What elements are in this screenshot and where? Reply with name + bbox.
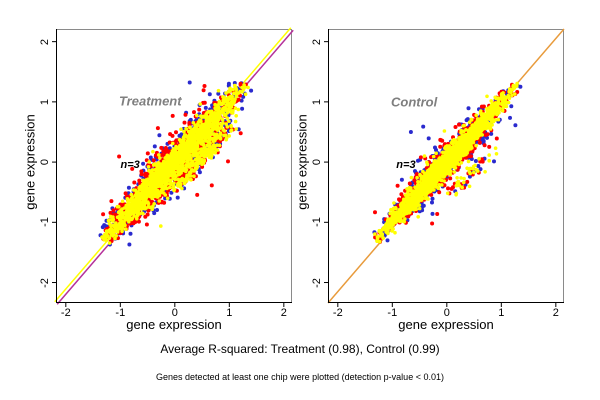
axes [52,29,292,307]
axes [324,29,564,307]
control-plot-area [324,28,565,307]
x-tick-label: 1 [498,307,505,319]
treatment-y-axis-label: gene expression [22,114,38,210]
x-tick-label: -2 [60,307,71,319]
y-tick-label: -1 [311,217,323,228]
x-tick-label: -2 [332,307,343,319]
treatment-x-axis-label: gene expression [126,317,222,332]
scatter-points-replicate-yellow [373,81,519,244]
x-tick-label: 2 [552,307,559,319]
control-n-annotation: n=3 [396,159,416,172]
y-tick-label: -2 [39,277,51,288]
y-tick-label: 2 [39,38,51,45]
x-tick-label: 0 [171,307,178,319]
treatment-n-annotation: n=3 [120,159,140,172]
r-squared-summary-text: Average R-squared: Treatment (0.98), Con… [160,342,440,356]
control-x-axis-label: gene expression [398,317,494,332]
x-tick-label: 0 [443,307,450,319]
x-tick-label: 1 [226,307,233,319]
y-tick-label: 2 [311,38,323,45]
y-tick-label: 0 [311,159,323,166]
y-tick-label: 1 [311,98,323,105]
treatment-panel-title: Treatment [118,93,182,109]
control-y-axis-label: gene expression [294,114,310,210]
control-panel-title: Control [391,94,438,110]
y-tick-label: -2 [311,277,323,288]
scatter-points-replicate-yellow [100,83,250,245]
detection-note-text: Genes detected at least one chip were pl… [156,372,444,382]
y-tick-label: 1 [39,98,51,105]
x-tick-label: -1 [115,307,126,319]
y-tick-label: 0 [39,159,51,166]
x-tick-label: -1 [387,307,398,319]
y-tick-label: -1 [39,217,51,228]
x-tick-label: 2 [280,307,287,319]
treatment-plot-area [52,27,294,307]
